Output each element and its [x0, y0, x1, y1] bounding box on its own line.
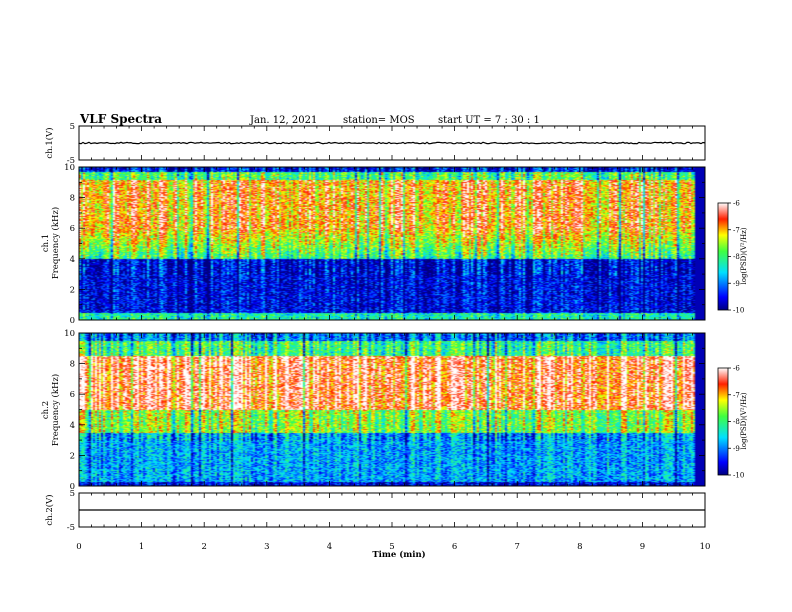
ch1-waveform-ylabel: ch.1(V) [44, 127, 55, 158]
y-tick-label: 10 [64, 163, 75, 173]
y-tick-label: 2 [70, 451, 75, 461]
colorbar-tick-label: -8 [733, 253, 740, 261]
colorbar-tick-label: -9 [733, 445, 740, 453]
ch1-spectrogram-ylabel-channel: ch.1 [41, 234, 51, 252]
x-tick-label: 1 [139, 542, 144, 552]
ch1-waveform-trace [79, 142, 705, 143]
x-tick-label: 3 [264, 542, 269, 552]
ch1-colorbar [718, 203, 728, 310]
station-label: station= MOS [343, 115, 415, 126]
colorbar-tick-label: -10 [733, 472, 744, 480]
y-tick-label: 5 [70, 489, 75, 499]
colorbar-tick-label: -8 [733, 418, 740, 426]
y-tick-label: 0 [70, 316, 75, 326]
date-label: Jan. 12, 2021 [249, 115, 317, 126]
y-tick-label: -5 [67, 523, 75, 533]
y-tick-label: 4 [70, 421, 75, 431]
y-tick-label: 8 [70, 194, 75, 204]
figure-title: VLF Spectra [79, 112, 162, 126]
vlf-spectra-figure: VLF Spectra Jan. 12, 2021 station= MOS s… [0, 0, 792, 612]
y-tick-label: 6 [70, 224, 75, 234]
ch2-spectrogram-ylabel-channel: ch.2 [41, 401, 51, 419]
x-tick-label: 8 [577, 542, 582, 552]
ch1-spectrogram-ylabel-frequency: Frequency (kHz) [50, 207, 61, 279]
y-tick-label: 5 [70, 122, 75, 132]
x-axis-label: Time (min) [372, 549, 425, 560]
ch2-colorbar-label: log(PSD)(V²/Hz) [740, 392, 748, 449]
ch1-colorbar-label: log(PSD)(V²/Hz) [740, 227, 748, 284]
y-tick-label: 10 [64, 329, 75, 339]
y-tick-label: 4 [70, 255, 75, 265]
colorbar-tick-label: -6 [733, 200, 740, 208]
colorbar-tick-label: -10 [733, 307, 744, 315]
ch2-colorbar [718, 368, 728, 475]
x-tick-label: 4 [327, 542, 332, 552]
y-tick-label: 2 [70, 285, 75, 295]
colorbar-tick-label: -6 [733, 365, 740, 373]
x-tick-label: 0 [76, 542, 81, 552]
y-tick-label: 6 [70, 390, 75, 400]
x-tick-label: 9 [640, 542, 645, 552]
y-tick-label: 8 [70, 360, 75, 370]
colorbar-tick-label: -7 [733, 391, 740, 399]
x-tick-label: 2 [201, 542, 206, 552]
colorbar-tick-label: -9 [733, 280, 740, 288]
ch2-waveform-ylabel: ch.2(V) [44, 494, 55, 525]
ch2-spectrogram-image [79, 333, 705, 486]
ch1-spectrogram-image [79, 167, 705, 320]
start-time-label: start UT = 7 : 30 : 1 [438, 115, 540, 126]
x-tick-label: 6 [452, 542, 457, 552]
ch2-spectrogram-ylabel-frequency: Frequency (kHz) [50, 374, 61, 446]
colorbar-tick-label: -7 [733, 226, 740, 234]
x-tick-label: 7 [514, 542, 519, 552]
x-tick-label: 10 [700, 542, 711, 552]
